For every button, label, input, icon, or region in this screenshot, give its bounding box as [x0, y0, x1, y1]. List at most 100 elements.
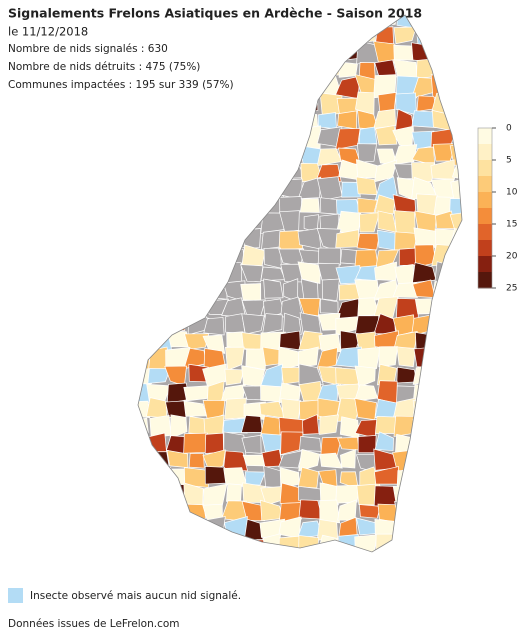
commune	[241, 129, 267, 147]
commune	[183, 432, 209, 454]
commune	[146, 245, 168, 267]
commune	[299, 198, 320, 213]
commune	[169, 43, 189, 62]
commune	[298, 448, 321, 472]
title: Signalements Frelons Asiatiques en Ardèc…	[8, 6, 422, 21]
commune	[430, 74, 456, 99]
commune	[221, 212, 247, 234]
commune	[412, 449, 436, 473]
commune	[412, 414, 438, 437]
commune	[202, 213, 228, 232]
commune	[392, 485, 418, 502]
commune	[202, 399, 226, 422]
commune	[431, 329, 456, 354]
commune	[138, 483, 147, 505]
commune	[279, 555, 300, 571]
commune	[395, 75, 419, 99]
commune	[245, 471, 266, 486]
commune	[317, 176, 343, 201]
commune	[224, 397, 247, 420]
commune	[240, 264, 264, 283]
commune	[356, 143, 377, 163]
commune	[204, 432, 224, 454]
commune	[278, 502, 303, 523]
commune	[449, 385, 462, 402]
commune	[138, 127, 152, 150]
commune	[138, 266, 151, 285]
legend-tick-label: 25	[506, 284, 517, 294]
commune	[359, 212, 381, 233]
commune	[375, 125, 398, 146]
commune	[262, 127, 284, 145]
commune	[392, 282, 418, 298]
commune	[164, 263, 191, 286]
commune	[300, 76, 323, 99]
commune	[148, 23, 170, 46]
commune	[297, 346, 319, 368]
commune	[321, 278, 340, 302]
commune	[414, 298, 438, 315]
commune	[374, 194, 396, 216]
commune	[138, 534, 151, 552]
commune	[204, 230, 227, 252]
commune	[203, 193, 229, 217]
commune	[187, 110, 209, 129]
commune	[169, 162, 186, 179]
commune	[259, 109, 281, 133]
commune	[450, 43, 462, 61]
commune	[278, 450, 304, 469]
commune	[339, 416, 360, 439]
commune	[357, 197, 378, 214]
commune	[146, 316, 172, 334]
commune	[431, 346, 456, 370]
commune	[337, 23, 362, 47]
commune	[393, 210, 416, 235]
commune	[278, 79, 305, 95]
commune	[451, 533, 462, 552]
commune	[145, 300, 166, 318]
commune	[263, 42, 285, 62]
commune	[278, 111, 304, 132]
commune	[138, 94, 150, 112]
commune	[262, 551, 280, 552]
commune	[449, 261, 462, 285]
commune	[203, 109, 228, 127]
commune	[167, 214, 191, 235]
commune	[358, 551, 381, 552]
commune	[318, 23, 340, 47]
commune	[165, 24, 188, 48]
commune	[146, 466, 172, 490]
commune	[319, 452, 343, 469]
commune	[435, 317, 457, 336]
legend-swatch	[478, 128, 492, 145]
commune	[297, 466, 319, 489]
commune	[393, 44, 415, 61]
commune	[320, 436, 342, 456]
commune	[202, 40, 227, 64]
commune	[430, 28, 456, 48]
legend-swatch	[478, 192, 492, 209]
commune	[431, 62, 453, 80]
commune	[279, 210, 300, 233]
commune	[187, 213, 209, 231]
commune	[204, 282, 228, 300]
commune	[317, 262, 340, 281]
commune	[354, 365, 376, 388]
commune	[451, 465, 462, 490]
commune	[354, 249, 379, 269]
commune	[243, 144, 266, 166]
commune	[319, 499, 341, 524]
commune	[166, 247, 187, 263]
commune	[241, 57, 266, 81]
commune	[278, 92, 300, 110]
commune	[341, 181, 361, 198]
commune	[224, 195, 245, 217]
commune	[449, 365, 462, 384]
commune	[165, 521, 189, 541]
commune	[223, 233, 248, 248]
commune	[432, 400, 456, 422]
commune	[202, 142, 227, 165]
commune	[146, 397, 168, 419]
commune	[225, 346, 245, 371]
